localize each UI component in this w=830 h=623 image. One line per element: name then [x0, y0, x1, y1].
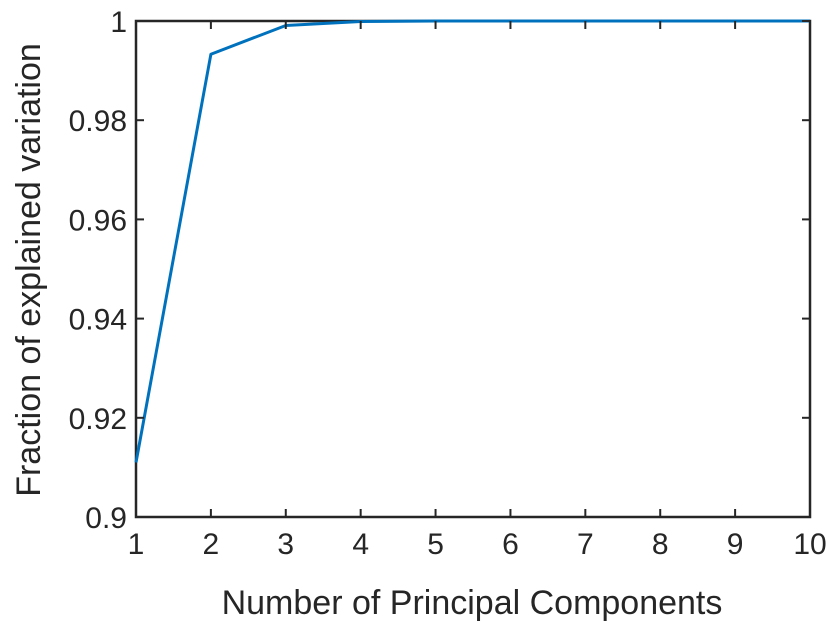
- x-tick-label: 8: [652, 528, 669, 561]
- y-axis-label: Fraction of explained variation: [10, 43, 48, 497]
- x-tick-label: 5: [427, 528, 444, 561]
- x-tick-label: 6: [502, 528, 519, 561]
- y-tick-label: 0.9: [85, 502, 127, 535]
- y-tick-label: 0.94: [69, 304, 127, 337]
- x-tick-label: 3: [277, 528, 294, 561]
- x-tick-label: 1: [128, 528, 145, 561]
- x-tick-label: 4: [352, 528, 369, 561]
- series-line-0: [134, 19, 810, 463]
- x-axis-label: Number of Principal Components: [222, 584, 723, 622]
- x-tick-label: 10: [793, 528, 826, 561]
- x-tick-label: 9: [727, 528, 744, 561]
- x-tick-label: 2: [203, 528, 220, 561]
- y-tick-label: 0.96: [69, 204, 127, 237]
- plot-area: [134, 19, 812, 519]
- y-tick-label: 1: [110, 6, 127, 39]
- y-tick-label: 0.98: [69, 105, 127, 138]
- x-axis-ticks: 1 2 3 4 5 6 7 8 9 10: [128, 21, 827, 561]
- axes-box: [134, 19, 812, 519]
- series-layer: [134, 19, 810, 463]
- y-axis-ticks: 0.9 0.92 0.94 0.96 0.98 1: [69, 6, 810, 535]
- y-tick-label: 0.92: [69, 403, 127, 436]
- x-tick-label: 7: [577, 528, 594, 561]
